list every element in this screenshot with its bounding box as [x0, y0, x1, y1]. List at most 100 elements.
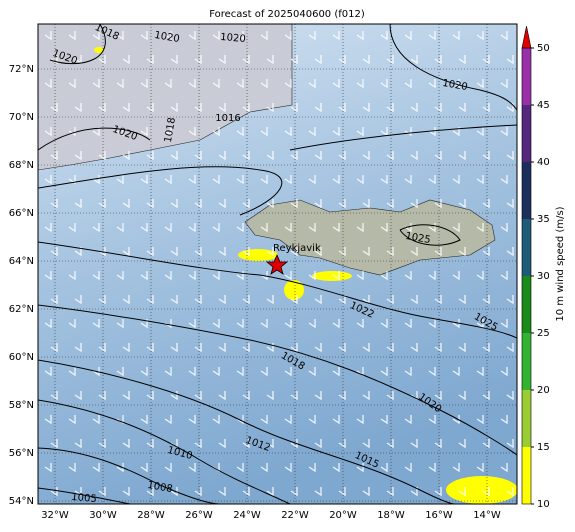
wind-barb	[242, 103, 250, 113]
wind-barb	[44, 31, 52, 41]
wind-barb	[356, 127, 364, 137]
wind-barb	[164, 415, 172, 425]
wind-area	[284, 280, 304, 300]
wind-barb	[506, 439, 514, 449]
wind-barb	[140, 223, 148, 233]
wind-barb	[290, 55, 298, 65]
wind-barb	[116, 223, 124, 233]
wind-barb	[428, 127, 436, 137]
wind-barb	[404, 415, 412, 425]
isobar	[399, 224, 461, 246]
wind-barb	[260, 223, 268, 233]
wind-barb	[116, 463, 124, 473]
wind-barb	[50, 295, 58, 305]
wind-barb	[194, 295, 202, 305]
wind-barb	[386, 247, 394, 257]
wind-barb	[242, 55, 250, 65]
wind-barb	[380, 79, 388, 89]
wind-barb	[140, 367, 148, 377]
wind-barb	[338, 151, 346, 161]
wind-barb	[500, 271, 508, 281]
wind-barb	[386, 391, 394, 401]
wind-barb	[242, 487, 250, 497]
wind-barb	[242, 151, 250, 161]
wind-barb	[356, 415, 364, 425]
wind-barb	[74, 439, 82, 449]
wind-barb	[410, 295, 418, 305]
wind-barb	[476, 175, 484, 185]
wind-barb	[194, 343, 202, 353]
wind-barb	[314, 343, 322, 353]
place-label: Reykjavik	[273, 243, 321, 254]
wind-barb	[92, 271, 100, 281]
wind-barb	[380, 319, 388, 329]
isobar-label: 1008	[146, 480, 173, 495]
wind-barb	[458, 151, 466, 161]
wind-barb	[410, 55, 418, 65]
wind-barb	[188, 175, 196, 185]
wind-barb	[314, 487, 322, 497]
wind-barb	[476, 127, 484, 137]
wind-barb	[410, 343, 418, 353]
wind-barb	[386, 199, 394, 209]
wind-barb	[452, 127, 460, 137]
wind-barb	[170, 55, 178, 65]
wind-barb	[68, 223, 76, 233]
wind-barb	[284, 415, 292, 425]
wind-barb	[74, 151, 82, 161]
isobar	[38, 487, 131, 504]
wind-barb	[458, 391, 466, 401]
lat-label: 66°N	[9, 208, 34, 219]
wind-barb	[452, 415, 460, 425]
wind-barb	[260, 415, 268, 425]
wind-barb	[308, 127, 316, 137]
wind-barb	[122, 247, 130, 257]
wind-barb	[266, 487, 274, 497]
wind-barb	[308, 271, 316, 281]
isobar	[38, 166, 283, 216]
wind-barb	[386, 487, 394, 497]
wind-barb	[476, 223, 484, 233]
wind-barb	[170, 151, 178, 161]
lon-label: 22°W	[281, 510, 309, 521]
wind-barb	[404, 127, 412, 137]
wind-barb	[260, 79, 268, 89]
wind-barb	[458, 55, 466, 65]
colorbar-tick-label: 35	[537, 214, 550, 225]
wind-barb	[332, 463, 340, 473]
lon-label: 24°W	[233, 510, 261, 521]
wind-barb	[212, 175, 220, 185]
wind-barb	[92, 79, 100, 89]
wind-barb	[92, 463, 100, 473]
wind-barb	[242, 199, 250, 209]
wind-barb	[44, 223, 52, 233]
wind-barb	[506, 55, 514, 65]
wind-barb	[98, 199, 106, 209]
wind-barb	[290, 295, 298, 305]
wind-barb	[236, 319, 244, 329]
wind-barb	[338, 295, 346, 305]
wind-barb	[314, 247, 322, 257]
wind-barb	[50, 199, 58, 209]
isobar-label: 1018	[163, 117, 178, 144]
wind-barb	[242, 391, 250, 401]
wind-barb	[380, 415, 388, 425]
wind-barb	[452, 31, 460, 41]
wind-barb	[68, 127, 76, 137]
wind-barb	[140, 127, 148, 137]
wind-barb	[332, 367, 340, 377]
wind-barb	[92, 367, 100, 377]
wind-barb	[506, 247, 514, 257]
map-title: Forecast of 2025040600 (f012)	[209, 9, 365, 20]
wind-barb	[122, 391, 130, 401]
wind-barb	[116, 175, 124, 185]
wind-barb	[236, 79, 244, 89]
isobar	[38, 447, 221, 504]
wind-barb	[236, 415, 244, 425]
wind-barb	[44, 271, 52, 281]
wind-barb	[428, 31, 436, 41]
wind-barb	[338, 199, 346, 209]
wind-barb	[404, 367, 412, 377]
wind-barb	[218, 439, 226, 449]
lat-label: 68°N	[9, 160, 34, 171]
